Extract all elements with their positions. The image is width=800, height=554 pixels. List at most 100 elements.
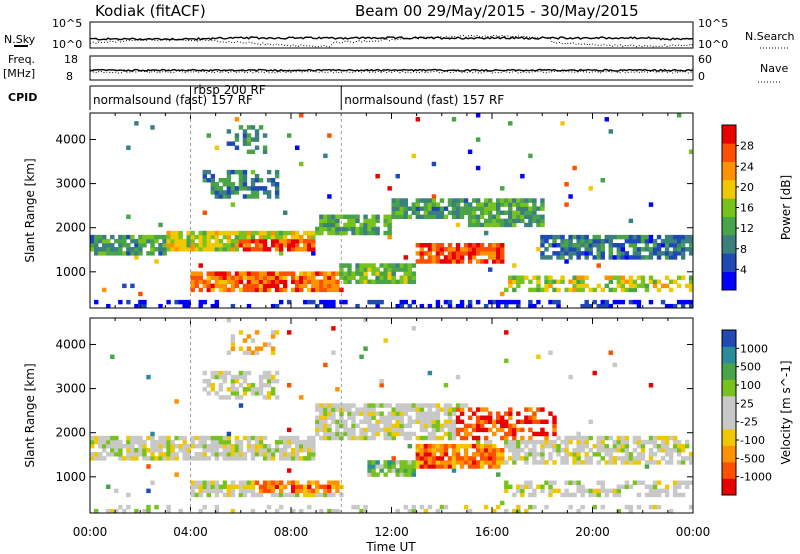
heatmap-cell: [544, 275, 549, 280]
heatmap-cell: [226, 178, 232, 183]
heatmap-cell: [556, 287, 561, 293]
heatmap-cell: [230, 283, 236, 289]
heatmap-cell: [154, 234, 159, 240]
heatmap-cell: [496, 247, 501, 252]
heatmap-cell: [130, 439, 135, 445]
heatmap-cell: [596, 439, 601, 445]
heatmap-cell: [218, 238, 224, 244]
heatmap-cell: [423, 403, 429, 408]
heatmap-cell: [194, 492, 199, 498]
heatmap-cell: [363, 427, 368, 433]
heatmap-cell: [548, 243, 553, 248]
cpid-segment-label: normalsound (fast) 157 RF: [93, 93, 253, 107]
heatmap-cell: [548, 411, 553, 416]
heatmap-cell: [266, 230, 272, 236]
heatmap-cell: [483, 218, 489, 224]
heatmap-cell: [218, 283, 224, 289]
heatmap-cell: [266, 279, 272, 285]
heatmap-cell: [327, 226, 332, 232]
heatmap-cell: [262, 247, 268, 252]
heatmap-cell: [102, 287, 107, 293]
heatmap-cell: [122, 238, 127, 244]
heatmap-cell: [427, 259, 433, 264]
heatmap-cell: [439, 443, 445, 449]
heatmap-cell: [335, 407, 340, 412]
heatmap-cell: [170, 243, 175, 248]
heatmap-cell: [479, 259, 485, 264]
heatmap-cell: [246, 283, 252, 289]
nsearch-label: N.Search: [745, 30, 795, 43]
heatmap-cell: [222, 275, 228, 280]
heatmap-cell: [672, 255, 678, 260]
heatmap-cell: [278, 492, 284, 498]
heatmap-cell: [475, 214, 481, 220]
heatmap-cell: [266, 488, 272, 494]
heatmap-cell: [230, 383, 236, 388]
heatmap-cell: [443, 247, 449, 252]
heatmap-cell: [363, 504, 368, 510]
heatmap-cell: [684, 480, 690, 485]
heatmap-cell: [512, 214, 517, 220]
heatmap-cell: [395, 460, 400, 465]
heatmap-cell: [524, 452, 529, 457]
heatmap-cell: [483, 419, 489, 425]
heatmap-cell: [387, 263, 392, 268]
heatmap-cell: [323, 226, 328, 232]
heatmap-cell: [291, 238, 296, 244]
heatmap-cell: [431, 161, 437, 167]
heatmap-cell: [552, 431, 557, 437]
heatmap-cell: [616, 255, 622, 260]
heatmap-cell: [532, 214, 537, 220]
heatmap-cell: [508, 214, 513, 220]
heatmap-cell: [504, 460, 509, 465]
heatmap-cell: [110, 452, 115, 457]
heatmap-cell: [307, 439, 312, 445]
heatmap-cell: [363, 435, 368, 441]
heatmap-cell: [278, 287, 284, 293]
heatmap-cell: [122, 508, 127, 514]
heatmap-cell: [347, 279, 352, 285]
heatmap-cell: [323, 222, 328, 228]
heatmap-cell: [479, 460, 485, 465]
heatmap-cell: [548, 350, 553, 355]
heatmap-cell: [291, 230, 296, 236]
heatmap-cell: [371, 222, 376, 228]
heatmap-cell: [492, 247, 497, 252]
heatmap-cell: [210, 448, 216, 453]
heatmap-cell: [652, 488, 658, 494]
colorbar-tick-label: 8: [740, 243, 747, 256]
heatmap-cell: [407, 267, 412, 272]
heatmap-cell: [524, 275, 529, 280]
heatmap-cell: [194, 283, 199, 289]
heatmap-cell: [186, 247, 191, 252]
heatmap-cell: [600, 178, 605, 183]
heatmap-cell: [218, 287, 224, 293]
heatmap-cell: [660, 488, 666, 494]
heatmap-cell: [359, 427, 364, 433]
heatmap-cell: [130, 247, 135, 252]
heatmap-cell: [407, 460, 412, 465]
heatmap-cell: [600, 439, 605, 445]
heatmap-cell: [371, 411, 376, 416]
heatmap-cell: [652, 504, 658, 510]
heatmap-cell: [118, 504, 123, 510]
heatmap-cell: [94, 439, 99, 445]
nsky-label: N.Sky: [4, 33, 36, 46]
heatmap-cell: [303, 443, 308, 449]
heatmap-cell: [299, 275, 304, 280]
heatmap-cell: [580, 243, 585, 248]
heatmap-cell: [254, 243, 260, 248]
heatmap-cell: [295, 480, 300, 485]
heatmap-cell: [142, 508, 147, 514]
heatmap-cell: [612, 234, 618, 240]
heatmap-cell: [323, 303, 328, 309]
heatmap-cell: [415, 210, 421, 215]
heatmap-cell: [516, 504, 521, 510]
heatmap-cell: [576, 431, 581, 437]
heatmap-cell: [335, 214, 340, 220]
heatmap-cell: [532, 452, 537, 457]
heatmap-cell: [496, 427, 501, 433]
heatmap-cell: [270, 346, 276, 351]
heatmap-cell: [343, 299, 348, 305]
